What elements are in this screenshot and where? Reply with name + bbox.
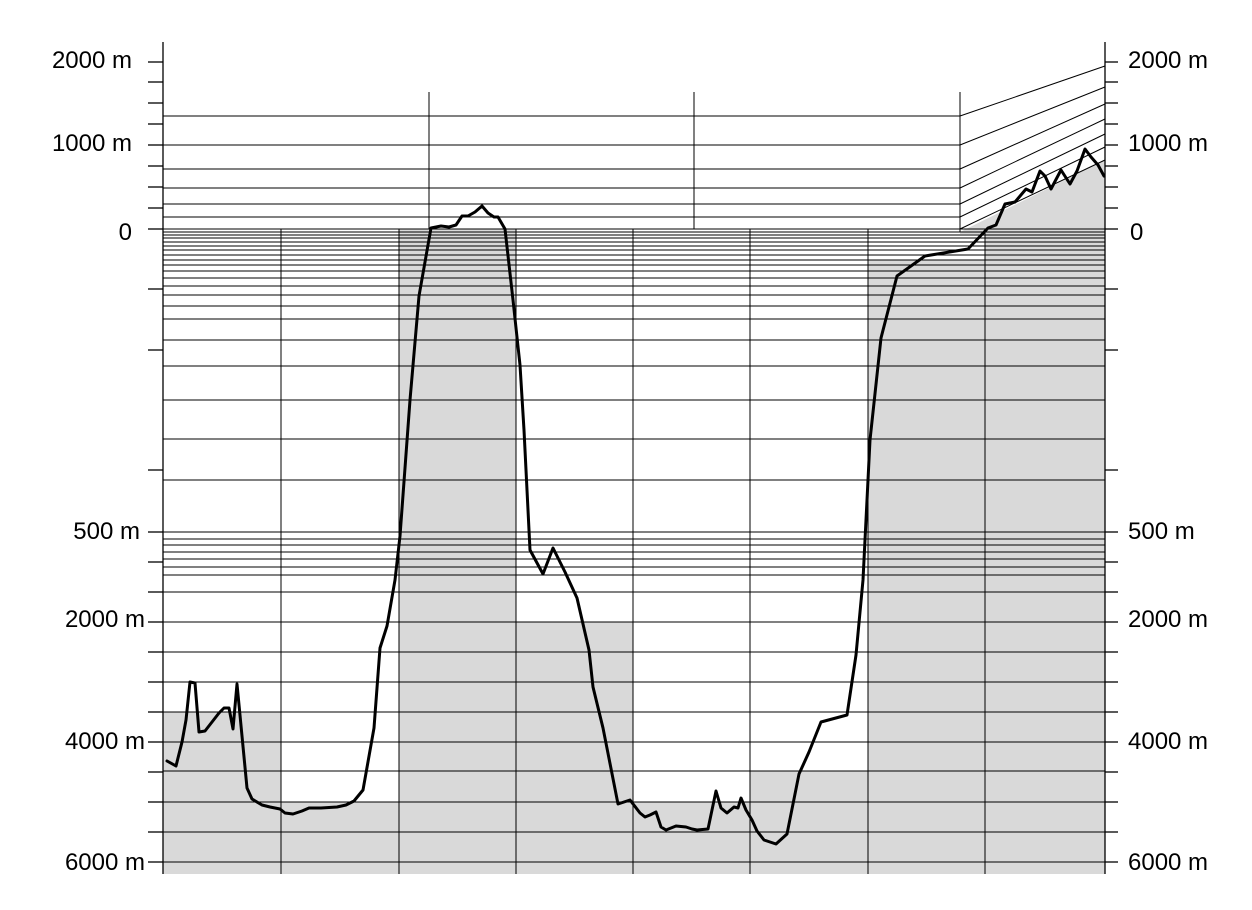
shade-terrain-land <box>960 160 1105 234</box>
shade-block-1 <box>163 712 281 874</box>
shade-block-5 <box>633 802 750 874</box>
grid-lines <box>163 228 1105 874</box>
right-label-2000-depth: 2000 m <box>1128 606 1208 633</box>
terrain-profile-line <box>165 147 1106 846</box>
right-label-6000: 6000 m <box>1128 849 1208 876</box>
right-label-1000: 1000 m <box>1128 130 1208 157</box>
right-label-0: 0 <box>1130 219 1143 246</box>
left-label-4000: 4000 m <box>65 728 145 755</box>
left-label-0: 0 <box>119 219 132 246</box>
shaded-blocks <box>163 160 1105 874</box>
right-label-2000-top: 2000 m <box>1128 47 1208 74</box>
right-label-4000: 4000 m <box>1128 728 1208 755</box>
left-label-2000-top: 2000 m <box>52 47 132 74</box>
shade-block-6 <box>750 771 868 874</box>
left-label-2000-depth: 2000 m <box>65 606 145 633</box>
right-label-500: 500 m <box>1128 518 1195 545</box>
left-label-6000: 6000 m <box>65 849 145 876</box>
left-axis-labels: 2000 m 1000 m 0 500 m 2000 m 4000 m 6000… <box>52 47 145 876</box>
axis-ticks <box>148 61 1118 863</box>
right-axis-labels: 2000 m 1000 m 0 500 m 2000 m 4000 m 6000… <box>1128 47 1208 876</box>
shade-block-4 <box>516 622 633 874</box>
elevation-grid <box>163 65 1106 232</box>
left-label-500: 500 m <box>73 518 140 545</box>
left-label-1000: 1000 m <box>52 130 132 157</box>
frame <box>162 42 1106 874</box>
shade-block-8 <box>985 234 1105 874</box>
